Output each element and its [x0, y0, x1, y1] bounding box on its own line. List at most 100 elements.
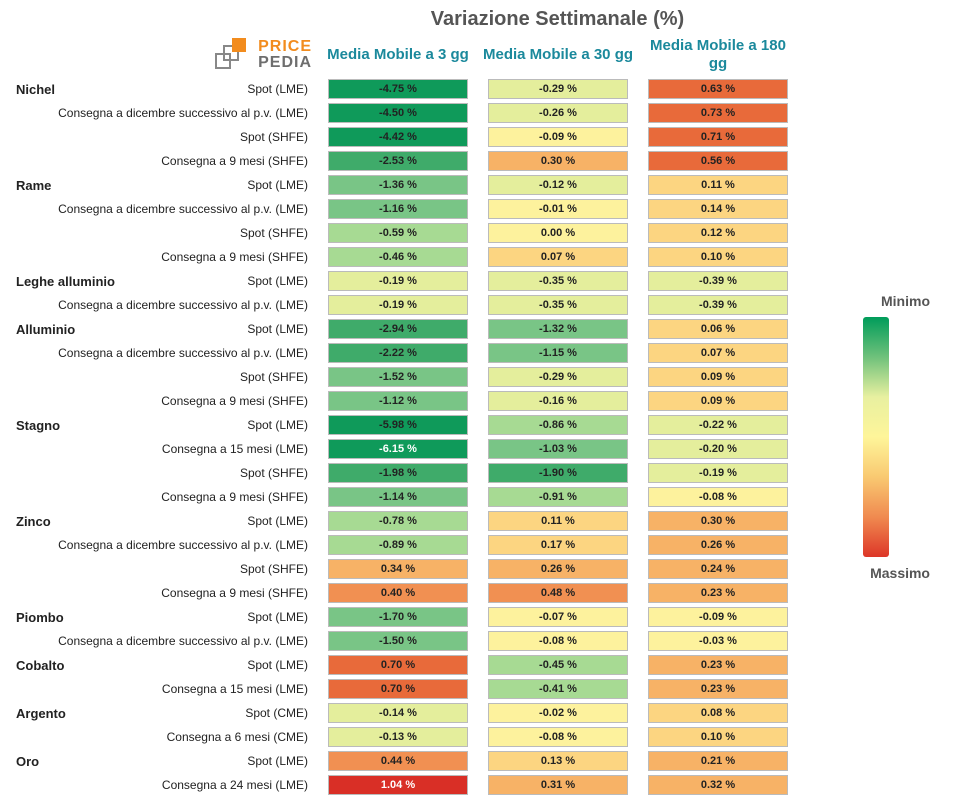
heatmap-cell: -0.02 % — [488, 703, 628, 723]
table-row: Spot (SHFE)-1.52 %-0.29 %0.09 % — [6, 365, 798, 389]
col-header-mm180: Media Mobile a 180 gg — [638, 37, 798, 73]
row-label: Consegna a 15 mesi (LME) — [6, 682, 318, 696]
heatmap-cell: 0.00 % — [488, 223, 628, 243]
col-header-mm30: Media Mobile a 30 gg — [478, 46, 638, 64]
heatmap-cell: -6.15 % — [328, 439, 468, 459]
heatmap-cell: -1.98 % — [328, 463, 468, 483]
heatmap-cell: -0.19 % — [648, 463, 788, 483]
row-label: Consegna a dicembre successivo al p.v. (… — [6, 634, 318, 648]
heatmap-cell: -0.78 % — [328, 511, 468, 531]
table-row: Spot (LME)Nichel-4.75 %-0.29 %0.63 % — [6, 77, 798, 101]
heatmap-cell: -4.75 % — [328, 79, 468, 99]
col-header-mm3: Media Mobile a 3 gg — [318, 46, 478, 64]
group-name: Zinco — [16, 514, 51, 529]
heatmap-cell: 0.70 % — [328, 679, 468, 699]
header-row: PRICE PEDIA Media Mobile a 3 gg Media Mo… — [6, 33, 969, 77]
heatmap-cell: -0.26 % — [488, 103, 628, 123]
heatmap-cell: -0.19 % — [328, 271, 468, 291]
heatmap-cell: 0.56 % — [648, 151, 788, 171]
heatmap-cell: 0.07 % — [648, 343, 788, 363]
heatmap-cell: -0.89 % — [328, 535, 468, 555]
table-row: Spot (LME)Stagno-5.98 %-0.86 %-0.22 % — [6, 413, 798, 437]
table-row: Consegna a dicembre successivo al p.v. (… — [6, 341, 798, 365]
heatmap-cell: -0.08 % — [648, 487, 788, 507]
heatmap-cell: -2.53 % — [328, 151, 468, 171]
heatmap-cell: -1.36 % — [328, 175, 468, 195]
heatmap-cell: -4.42 % — [328, 127, 468, 147]
heatmap-cell: 0.70 % — [328, 655, 468, 675]
group-name: Oro — [16, 754, 39, 769]
row-label: Spot (LME)Cobalto — [6, 658, 318, 672]
row-label: Consegna a 9 mesi (SHFE) — [6, 490, 318, 504]
row-label: Consegna a 9 mesi (SHFE) — [6, 586, 318, 600]
legend-gradient-bar — [863, 317, 889, 557]
legend-label-min: Minimo — [881, 293, 938, 309]
table-row: Consegna a 9 mesi (SHFE) -0.46 % 0.07 % 0.1… — [6, 245, 798, 269]
table-row: Consegna a dicembre successivo al p.v. (… — [6, 533, 798, 557]
heatmap-cell: -1.70 % — [328, 607, 468, 627]
row-label: Spot (SHFE) — [6, 562, 318, 576]
heatmap-cell: 0.23 % — [648, 679, 788, 699]
heatmap-cell: 0.07 % — [488, 247, 628, 267]
row-label: Spot (LME)Zinco — [6, 514, 318, 528]
heatmap-cell: 0.17 % — [488, 535, 628, 555]
heatmap-cell: 0.11 % — [648, 175, 788, 195]
heatmap-cell: -0.29 % — [488, 367, 628, 387]
heatmap-cell: 0.24 % — [648, 559, 788, 579]
heatmap-cell: -0.86 % — [488, 415, 628, 435]
heatmap-cell: -0.01 % — [488, 199, 628, 219]
table-row: Consegna a 9 mesi (SHFE)0.40 %0.48 %0.23… — [6, 581, 798, 605]
heatmap-cell: 0.09 % — [648, 367, 788, 387]
heatmap-cell: -0.13 % — [328, 727, 468, 747]
table-row: Consegna a dicembre successivo al p.v. (… — [6, 293, 798, 317]
heatmap-cell: 0.10 % — [648, 247, 788, 267]
heatmap-cell: -0.29 % — [488, 79, 628, 99]
heatmap-cell: -4.50 % — [328, 103, 468, 123]
logo-text-top: PRICE — [258, 39, 312, 55]
heatmap-cell: 0.30 % — [488, 151, 628, 171]
heatmap-cell: -1.12 % — [328, 391, 468, 411]
heatmap-cell: 0.21 % — [648, 751, 788, 771]
heatmap-cell: -0.09 % — [488, 127, 628, 147]
heatmap-cell: 0.06 % — [648, 319, 788, 339]
row-label: Spot (LME)Stagno — [6, 418, 318, 432]
heatmap-cell: -0.35 % — [488, 295, 628, 315]
table-row: Consegna a 15 mesi (LME)-6.15 %-1.03 %-0… — [6, 437, 798, 461]
table-row: Consegna a 6 mesi (CME)-0.13 %-0.08 %0.1… — [6, 725, 798, 749]
heatmap-cell: 0.11 % — [488, 511, 628, 531]
table-row: Spot (LME)Piombo-1.70 %-0.07 %-0.09 % — [6, 605, 798, 629]
heatmap-cell: 0.13 % — [488, 751, 628, 771]
heatmap-cell: 0.30 % — [648, 511, 788, 531]
heatmap-cell: 0.34 % — [328, 559, 468, 579]
row-label: Consegna a dicembre successivo al p.v. (… — [6, 298, 318, 312]
row-label: Spot (LME)Nichel — [6, 82, 318, 96]
heatmap-cell: -0.22 % — [648, 415, 788, 435]
row-label: Consegna a dicembre successivo al p.v. (… — [6, 106, 318, 120]
heatmap-cell: 0.09 % — [648, 391, 788, 411]
table-row: Spot (LME)Alluminio-2.94 %-1.32 %0.06 % — [6, 317, 798, 341]
row-label: Spot (LME)Rame — [6, 178, 318, 192]
group-name: Argento — [16, 706, 66, 721]
row-label: Consegna a 9 mesi (SHFE) — [6, 250, 318, 264]
heatmap-cell: -0.41 % — [488, 679, 628, 699]
row-label: Consegna a dicembre successivo al p.v. (… — [6, 346, 318, 360]
heatmap-cell: -0.46 % — [328, 247, 468, 267]
legend-label-max: Massimo — [870, 565, 938, 581]
table-row: Spot (LME)Cobalto0.70 %-0.45 %0.23 % — [6, 653, 798, 677]
row-label: Consegna a 9 mesi (SHFE) — [6, 394, 318, 408]
heatmap-cell: 0.08 % — [648, 703, 788, 723]
heatmap-cell: -0.14 % — [328, 703, 468, 723]
table-row: Consegna a 15 mesi (LME) 0.70 % -0.41 % 0.2… — [6, 677, 798, 701]
row-label: Spot (SHFE) — [6, 370, 318, 384]
group-name: Rame — [16, 178, 51, 193]
table-row: Spot (SHFE)-1.98 %-1.90 %-0.19 % — [6, 461, 798, 485]
heatmap-cell: -0.45 % — [488, 655, 628, 675]
table-row: Spot (SHFE)-4.42 %-0.09 %0.71 % — [6, 125, 798, 149]
group-name: Stagno — [16, 418, 60, 433]
heatmap-cell: -0.12 % — [488, 175, 628, 195]
heatmap-cell: -1.32 % — [488, 319, 628, 339]
row-label: Consegna a 24 mesi (LME) — [6, 778, 318, 792]
table-row: Spot (SHFE)-0.59 %0.00 %0.12 % — [6, 221, 798, 245]
group-name: Alluminio — [16, 322, 75, 337]
heatmap-cell: 0.40 % — [328, 583, 468, 603]
